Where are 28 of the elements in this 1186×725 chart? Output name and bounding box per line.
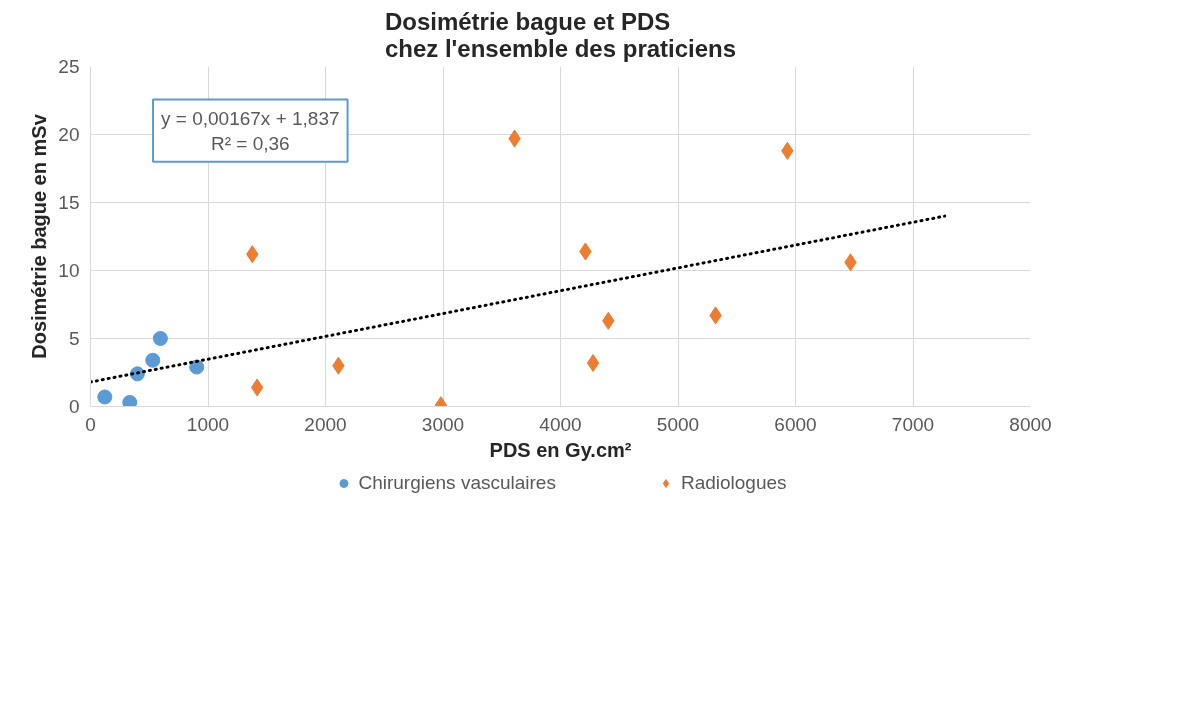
x-tick-label: 1000 [186, 413, 230, 435]
x-tick-label: 8000 [1009, 413, 1052, 435]
y-tick-label: 10 [58, 260, 80, 281]
y-tick-label: 15 [58, 192, 80, 213]
legend-label: Radiologues [680, 472, 787, 494]
chart-title: Dosimétrie bague et PDS chez l'ensemble des praticiens [384, 7, 737, 62]
y-tick-label: 5 [68, 328, 80, 349]
point [152, 331, 168, 346]
x-tick-label: 5000 [656, 413, 700, 435]
point [97, 389, 113, 405]
x-axis-title: PDS en Gy.cm² [489, 438, 632, 461]
y-tick-label: 20 [58, 124, 80, 145]
x-tick-label: 2000 [304, 413, 347, 435]
y-tick-label: 25 [58, 56, 80, 77]
annotation: y = 0,00167x + 1,837 R² = 0,36 [161, 107, 340, 154]
x-tick-label: 4000 [539, 413, 582, 435]
x-tick-label: 7000 [891, 413, 935, 435]
legend-label: Chirurgiens vasculaires [358, 472, 556, 494]
point [586, 353, 600, 372]
point [122, 394, 138, 407]
point [145, 352, 161, 368]
point [250, 378, 264, 397]
y-tick-label: 0 [68, 396, 80, 417]
y-axis-title: Dosimétrie bague en mSv [28, 113, 51, 359]
x-tick-label: 3000 [421, 413, 465, 435]
x-tick-label: 0 [85, 413, 96, 435]
point [189, 359, 205, 375]
x-tick-label: 6000 [774, 413, 817, 435]
